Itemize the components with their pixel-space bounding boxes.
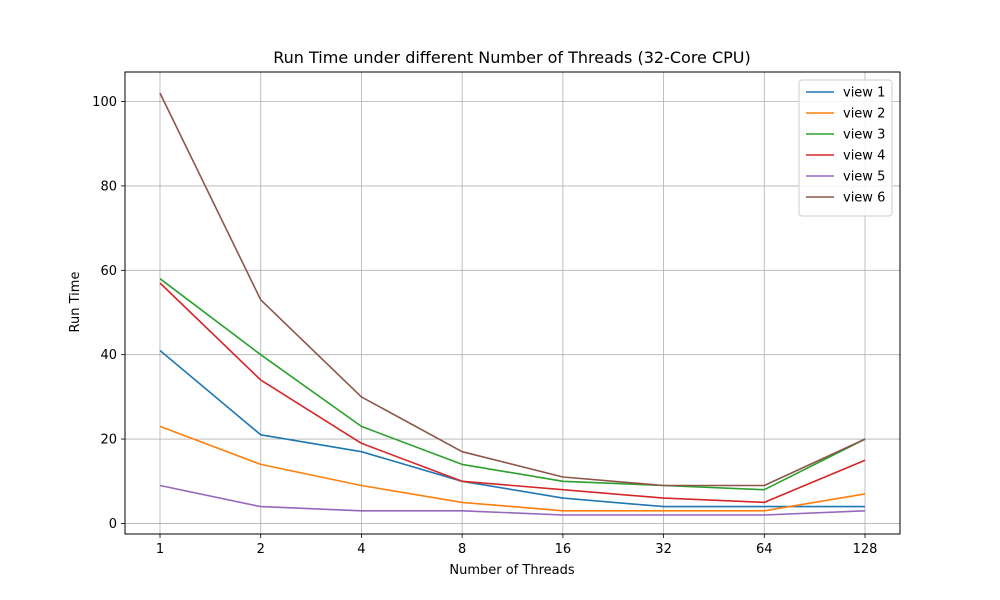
legend-label: view 2: [843, 107, 885, 122]
y-axis-label: Run Time: [68, 272, 83, 333]
legend-label: view 3: [843, 128, 885, 143]
y-tick-label: 100: [92, 95, 117, 110]
x-axis-label: Number of Threads: [449, 563, 574, 578]
x-tick-label: 4: [357, 542, 365, 557]
series-line-view-1: [159, 349, 865, 508]
x-tick-label: 64: [756, 542, 773, 557]
series-line-view-4: [159, 282, 866, 504]
y-tick-label: 80: [100, 179, 117, 194]
legend-label: view 6: [843, 191, 885, 206]
x-tick-label: 32: [655, 542, 672, 557]
legend-label: view 1: [843, 86, 885, 101]
legend-box: [798, 79, 893, 217]
grid: [125, 72, 900, 534]
x-tick-label: 8: [458, 542, 466, 557]
y-axis-ticks: 0 20 40 60 80 100: [92, 95, 125, 532]
series-line-view-5: [159, 484, 866, 516]
legend: view 1 view 2 view 3 view 4 view 5 view 6: [798, 79, 893, 217]
x-tick-label: 16: [555, 542, 572, 557]
chart-title: Run Time under different Number of Threa…: [273, 48, 751, 67]
series-line-view-6: [159, 92, 866, 487]
y-tick-label: 20: [100, 433, 117, 448]
legend-label: view 4: [843, 149, 885, 164]
x-axis-ticks: 1 2 4 8 16 32 64 128: [156, 534, 878, 557]
y-tick-label: 40: [100, 348, 117, 363]
series-line-view-3: [159, 278, 866, 491]
plot-area-frame: [124, 71, 901, 535]
series-lines: [159, 92, 866, 516]
x-tick-label: 1: [156, 542, 164, 557]
series-line-view-2: [159, 425, 866, 512]
x-tick-label: 128: [853, 542, 878, 557]
x-tick-label: 2: [257, 542, 265, 557]
legend-label: view 5: [843, 170, 885, 185]
y-tick-label: 0: [109, 517, 117, 532]
y-tick-label: 60: [100, 264, 117, 279]
